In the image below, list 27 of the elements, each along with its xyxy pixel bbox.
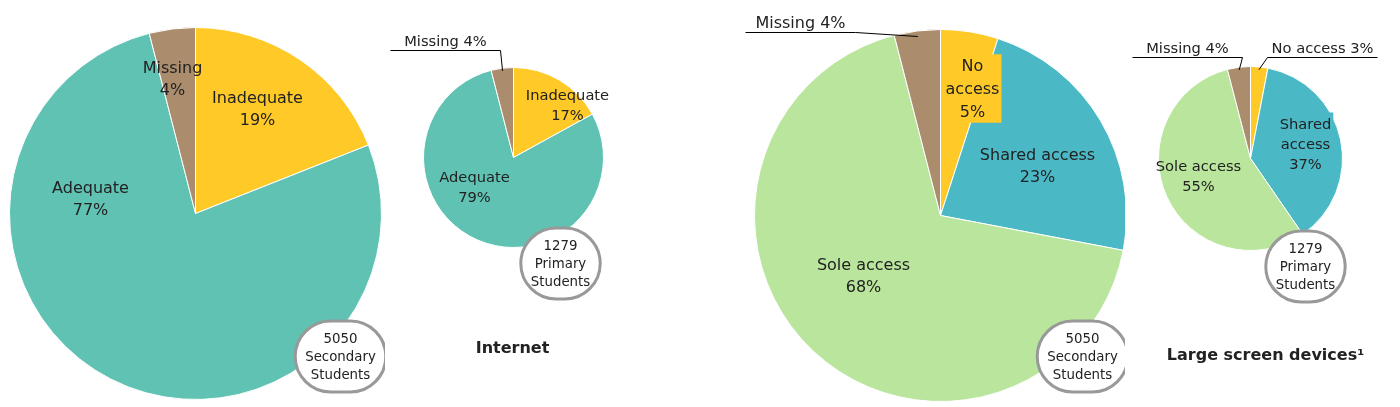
slice-label: Missing 4%: [404, 32, 487, 49]
data-label: 23%: [1019, 167, 1056, 187]
slice-label: Shared access: [979, 144, 1096, 164]
slice-label: Missing 4%: [755, 13, 846, 32]
text: Large screen devices¹: [1166, 345, 1365, 364]
slice-label: Missing 4%: [1146, 39, 1229, 56]
slice-label: Sole access: [816, 254, 911, 274]
data-label: 68%: [845, 277, 882, 297]
data-label: 79%: [458, 188, 491, 206]
slice-label: Sole access: [1155, 156, 1242, 174]
text: 1279 Primary Students: [530, 238, 591, 289]
text: Internet: [475, 338, 550, 357]
data-label: 19%: [239, 110, 276, 130]
slice-label: Inadequate: [212, 87, 303, 107]
text: 1279 Primary Students: [1275, 241, 1336, 292]
data-label: 5%: [959, 101, 986, 121]
text: 5050 Secondary Students: [305, 331, 376, 382]
data-label: 37%: [1289, 155, 1322, 173]
slice-label: No access 3%: [1271, 39, 1374, 56]
slice-label: No access: [945, 56, 1000, 98]
data-label: 55%: [1182, 177, 1215, 195]
text: 5050 Secondary Students: [1047, 331, 1118, 382]
slice-label: Adequate: [52, 177, 129, 197]
data-label: 17%: [551, 106, 584, 124]
slice-label: Shared access: [1279, 114, 1332, 152]
slice-label: Adequate: [439, 167, 510, 185]
data-label: 77%: [72, 200, 109, 220]
